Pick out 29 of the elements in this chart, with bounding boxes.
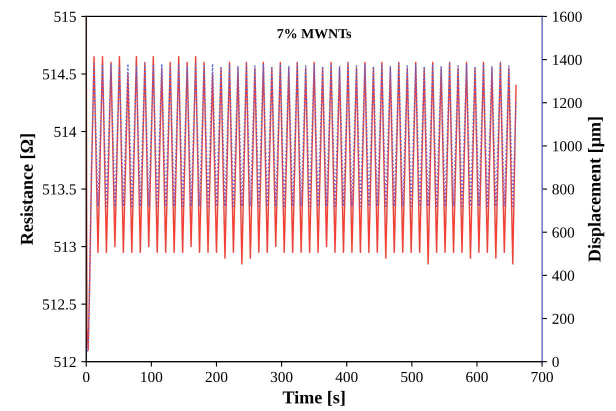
y2-tick-label: 600 (552, 227, 574, 238)
y-tick-label: 514 (54, 126, 76, 137)
y2-tick-label: 1200 (553, 98, 582, 108)
line-series (86, 63, 517, 356)
y-tick-label: 513 (54, 242, 76, 252)
x-tick-label: 700 (532, 372, 553, 382)
y-tick-label: 512.5 (43, 299, 76, 310)
y2-tick-label: 0 (552, 356, 559, 368)
x-tick-label: 400 (336, 372, 358, 382)
y2-axis-title: Displacement [μm] (588, 117, 604, 262)
y2-tick-label: 1600 (553, 12, 582, 22)
x-tick-label: 0 (83, 372, 90, 382)
x-tick-label: 500 (401, 372, 423, 382)
x-tick-label: 600 (466, 372, 488, 382)
x-tick-label: 300 (270, 372, 292, 382)
x-axis-title: Time [s] (282, 390, 344, 406)
text: 7% MWNTs (278, 28, 352, 38)
x-tick-label: 100 (141, 372, 162, 382)
y2-tick-label: 800 (552, 184, 574, 195)
x-tick-label: 200 (206, 372, 228, 382)
y-axis-title: Resistance [Ω] (20, 134, 36, 245)
y-tick-label: 514.5 (43, 69, 76, 80)
y2-tick-label: 400 (552, 270, 574, 281)
y2-tick-label: 1000 (553, 141, 582, 152)
y-tick-label: 515 (54, 12, 76, 22)
y-tick-label: 513.5 (43, 184, 76, 195)
y-tick-label: 512 (54, 356, 76, 368)
y2-tick-label: 1400 (553, 54, 582, 66)
y2-tick-label: 200 (552, 314, 574, 324)
